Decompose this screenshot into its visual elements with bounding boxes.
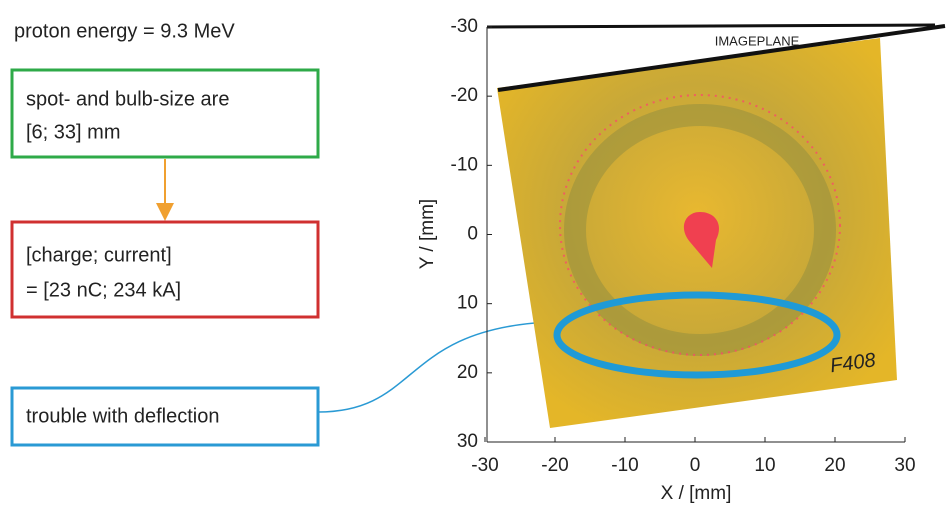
connector (317, 321, 549, 413)
y-tick-label: 10 (457, 293, 478, 314)
trouble-text: trouble with deflection (26, 405, 219, 427)
x-tick-label: -30 (471, 455, 498, 476)
charge-box (10, 220, 320, 319)
x-axis-label: X / [mm] (661, 483, 732, 504)
y-tick-label: 0 (467, 224, 478, 245)
charge-line: [charge; current] (26, 244, 172, 266)
imageplane-top (486, 23, 936, 29)
charge-line: = [23 nC; 234 kA] (26, 279, 181, 301)
y-tick-label: -30 (451, 16, 478, 37)
x-tick-label: -20 (541, 455, 568, 476)
energy-text: proton energy = 9.3 MeV (14, 20, 235, 42)
y-tick-label: -20 (451, 85, 478, 106)
imageplane-edge (497, 24, 946, 92)
y-tick-label: -10 (451, 154, 478, 175)
y-tick-label: 20 (457, 362, 478, 383)
size-box (10, 68, 320, 159)
x-tick-label: 30 (894, 455, 915, 476)
dot-ring (559, 94, 841, 356)
y-tick-label: 30 (457, 431, 478, 452)
x-tick-label: 20 (824, 455, 845, 476)
spot (683, 212, 719, 268)
ticks: -30 -20 -10 0 10 20 30 -30 -20 -10 0 10 20 30 (451, 16, 916, 476)
y-axis-label: Y / [mm] (417, 199, 438, 269)
x-tick-label: 0 (690, 455, 701, 476)
imageplane-label: IMAGEPLANE (715, 33, 800, 48)
trouble-box (10, 386, 320, 447)
highlight-ellipse (553, 291, 841, 379)
size-line: spot- and bulb-size are (26, 88, 229, 110)
bulb-shadow (564, 104, 836, 356)
arrow-head (156, 203, 174, 221)
size-line: [6; 33] mm (26, 121, 120, 143)
x-tick-label: -10 (611, 455, 638, 476)
x-tick-label: 10 (754, 455, 775, 476)
